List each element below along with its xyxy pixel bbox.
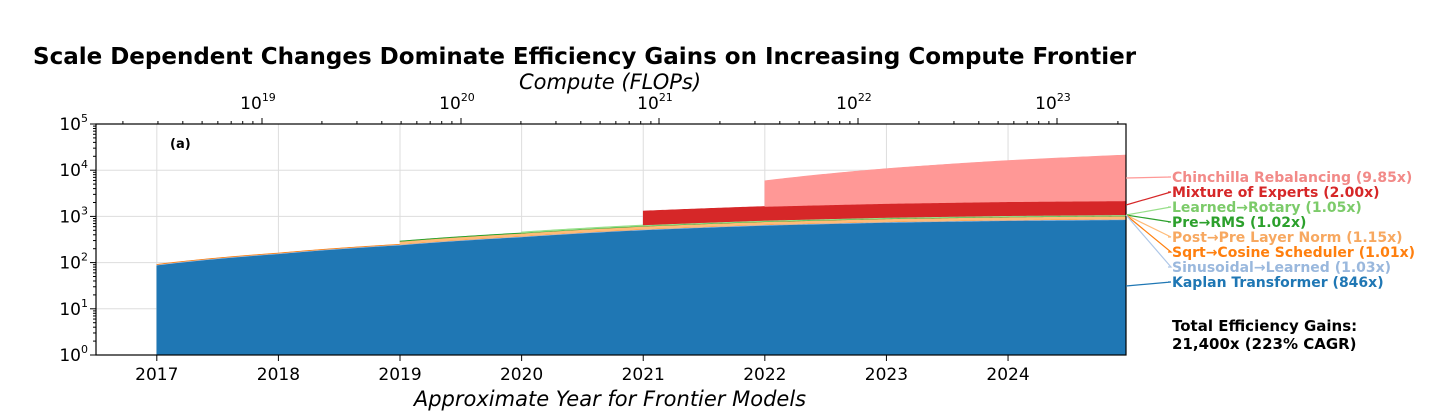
- x-tick-label: 2021: [622, 365, 665, 385]
- top-axis-title: Compute (FLOPs): [519, 70, 701, 94]
- x-tick-label: 2019: [378, 365, 421, 385]
- x2-tick-label: 1021: [637, 91, 673, 114]
- x-tick-label: 2018: [257, 365, 300, 385]
- x2-tick-label: 1020: [439, 91, 475, 114]
- chart-title: Scale Dependent Changes Dominate Efficie…: [33, 44, 1137, 70]
- legend-leader: [1125, 214, 1172, 223]
- x2-tick-label: 1022: [836, 91, 872, 114]
- legend-item: Kaplan Transformer (846x): [1172, 275, 1384, 291]
- y-tick-label: 101: [59, 297, 88, 320]
- legend-leader: [1125, 191, 1172, 206]
- panel-label: (a): [170, 137, 191, 152]
- legend-item: Sqrt→Cosine Scheduler (1.01x): [1172, 245, 1415, 261]
- legend: Chinchilla Rebalancing (9.85x)Mixture of…: [1125, 170, 1415, 291]
- y-tick-label: 104: [59, 158, 88, 181]
- axes: 2017 2018 2019 2020 2021 2022 2023 2024 100 101 10…: [59, 91, 1119, 385]
- y-tick-label: 100: [59, 343, 88, 366]
- legend-item: Post→Pre Layer Norm (1.15x): [1172, 230, 1403, 246]
- x2-tick-label: 1019: [240, 91, 276, 114]
- legend-leader: [1125, 281, 1172, 287]
- legend-item: Mixture of Experts (2.00x): [1172, 185, 1380, 201]
- area-chinchilla-rebalancing: [764, 154, 1127, 207]
- legend-item: Chinchilla Rebalancing (9.85x): [1172, 170, 1412, 186]
- y-tick-label: 105: [59, 112, 88, 135]
- legend-item: Sinusoidal→Learned (1.03x): [1172, 260, 1391, 276]
- legend-item: Pre→RMS (1.02x): [1172, 215, 1306, 231]
- total-gains-line-2: 21,400x (223% CAGR): [1172, 335, 1357, 353]
- total-gains-line-1: Total Efficiency Gains:: [1172, 317, 1357, 335]
- stacked-areas: [156, 154, 1127, 356]
- x-tick-label: 2020: [500, 365, 543, 385]
- area-kaplan-transformer: [156, 219, 1127, 356]
- y-tick-label: 102: [59, 251, 88, 274]
- x2-tick-label: 1023: [1035, 91, 1071, 114]
- legend-leader: [1125, 214, 1172, 238]
- y-tick-label: 103: [59, 204, 88, 227]
- legend-item: Learned→Rotary (1.05x): [1172, 200, 1362, 216]
- legend-leader: [1125, 176, 1172, 179]
- x-tick-label: 2022: [743, 365, 786, 385]
- plot-frame: [95, 123, 1127, 356]
- x-tick-label: 2017: [135, 365, 178, 385]
- x-tick-label: 2023: [865, 365, 908, 385]
- legend-leader: [1125, 214, 1173, 268]
- x-axis-title: Approximate Year for Frontier Models: [412, 387, 806, 411]
- legend-leader: [1125, 206, 1172, 216]
- x-tick-label: 2024: [986, 365, 1029, 385]
- legend-leader: [1125, 214, 1173, 253]
